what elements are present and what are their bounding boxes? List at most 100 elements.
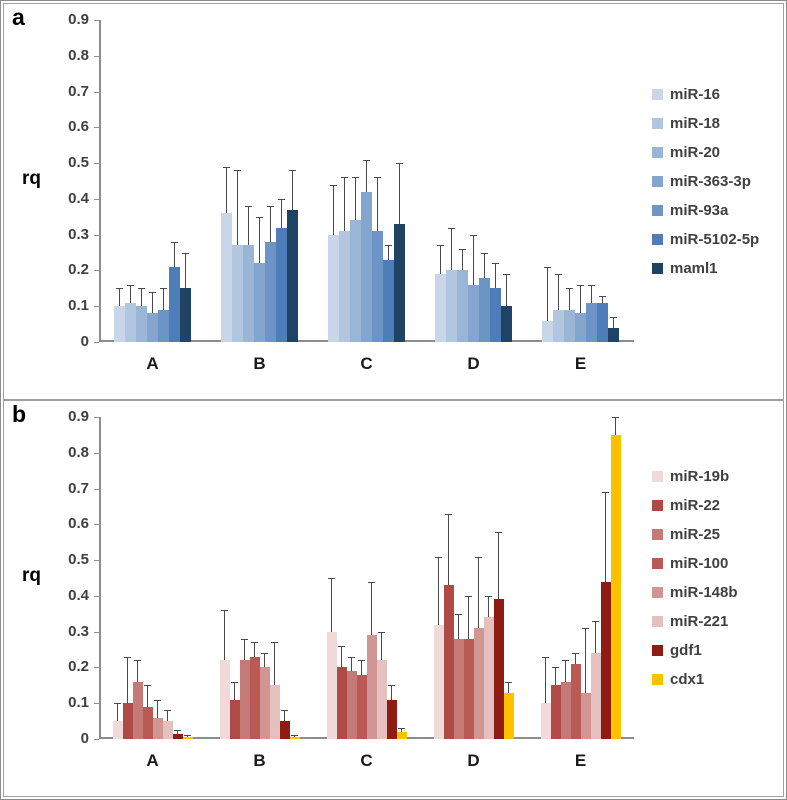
bar-miR-148b-A: [152, 717, 163, 739]
bar-slot: [501, 20, 512, 342]
bar-slot: [243, 20, 254, 342]
y-axis-title: rq: [22, 168, 41, 189]
error-bar: [141, 288, 142, 307]
bar-miR-221-D: [483, 617, 494, 739]
error-bar-cap: [592, 620, 599, 622]
error-bar: [602, 295, 603, 303]
bar-miR-18-E: [553, 309, 564, 342]
bar-group-C: [313, 417, 420, 739]
bar-miR-19b-E: [540, 703, 551, 739]
error-bar: [234, 681, 235, 700]
error-bar-cap: [127, 284, 134, 286]
x-category-label: A: [146, 751, 159, 770]
bar-miR-25-D: [453, 638, 464, 739]
bar-slot: [361, 20, 372, 342]
bar-gdf1-B: [279, 721, 290, 739]
bar-gdf1-A: [172, 733, 183, 739]
bar-slot: [542, 20, 553, 342]
error-bar-cap: [612, 417, 619, 418]
legend: miR-19b miR-22 miR-25 miR-100 miR-148b miR-22…: [652, 462, 738, 694]
y-tick-label: 0.6: [68, 515, 89, 533]
bar-miR-19b-B: [219, 660, 230, 739]
bar-slot: [162, 417, 173, 739]
legend-label: miR-20: [670, 143, 721, 161]
error-bar: [163, 288, 164, 310]
error-bar-cap: [328, 578, 335, 579]
error-bar-cap: [475, 556, 482, 558]
bar-group-C: [313, 20, 420, 342]
error-bar-cap: [267, 206, 274, 208]
error-bar-cap: [396, 163, 403, 165]
error-bar-cap: [330, 184, 337, 186]
error-bar: [448, 513, 449, 586]
legend-label: miR-16: [670, 85, 721, 103]
y-tick-label: 0.5: [68, 154, 89, 172]
error-bar-cap: [542, 656, 549, 658]
error-bar: [224, 610, 225, 661]
legend-item: miR-16: [652, 80, 759, 109]
error-bar: [498, 531, 499, 600]
bar-cdx1-B: [289, 737, 300, 739]
y-tick-mark: [94, 488, 99, 490]
bar-slot: [396, 417, 407, 739]
bar-group-D: [420, 417, 527, 739]
bar-slot: [553, 20, 564, 342]
y-tick-label: 0: [80, 333, 89, 350]
error-bar: [575, 653, 576, 664]
bar-miR-22-D: [443, 585, 454, 739]
error-bar: [270, 206, 271, 242]
legend-label: miR-25: [670, 526, 721, 543]
bar-slot: [483, 417, 494, 739]
error-bar-cap: [572, 653, 579, 655]
y-tick-label: 0.4: [68, 189, 89, 207]
error-bar-cap: [599, 295, 606, 297]
legend-label: miR-5102-5p: [670, 230, 760, 248]
bar-slot: [114, 20, 125, 342]
error-bar-cap: [552, 667, 559, 669]
bar-miR-16-C: [328, 234, 339, 342]
bar-slot: [356, 417, 367, 739]
bar-cdx1-A: [182, 737, 193, 739]
bar-slot: [232, 20, 243, 342]
bar-miR-5102-5p-D: [490, 288, 501, 342]
bar-group-A: [99, 20, 206, 342]
bar-miR-100-D: [463, 638, 474, 739]
bar-miR-16-D: [435, 274, 446, 342]
x-category-label: C: [360, 751, 373, 770]
error-bar: [391, 685, 392, 700]
y-tick-label: 0.9: [68, 11, 89, 28]
bar-slot: [346, 417, 357, 739]
error-bar-cap: [470, 234, 477, 236]
bar-slot: [142, 417, 153, 739]
legend-label: miR-221: [670, 613, 729, 630]
error-bar: [226, 166, 227, 214]
x-category-label: E: [574, 751, 587, 770]
error-bar-cap: [378, 631, 385, 633]
error-bar-cap: [363, 159, 370, 161]
panel-label-b: b: [12, 401, 27, 427]
x-category-label: B: [253, 354, 266, 373]
error-bar: [244, 638, 245, 661]
legend-swatch: [652, 587, 663, 598]
bar-maml1-E: [608, 327, 619, 342]
bar-maml1-D: [501, 306, 512, 342]
error-bar: [274, 642, 275, 686]
bar-slot: [580, 417, 591, 739]
error-bar-cap: [138, 288, 145, 290]
bar-slot: [125, 20, 136, 342]
legend-item: miR-18: [652, 109, 759, 138]
legend-swatch: [652, 117, 663, 129]
error-bar: [558, 274, 559, 310]
legend-item: maml1: [652, 254, 759, 283]
legend-swatch: [652, 146, 663, 158]
legend-label: miR-19b: [670, 468, 730, 485]
error-bar-cap: [566, 288, 573, 290]
error-bar: [615, 417, 616, 435]
bar-miR-148b-C: [366, 635, 377, 739]
error-bar: [488, 595, 489, 618]
error-bar-cap: [174, 730, 181, 732]
error-bar-cap: [134, 660, 141, 662]
error-bar-cap: [114, 703, 121, 705]
bar-slot: [366, 417, 377, 739]
bar-miR-221-E: [590, 653, 601, 739]
